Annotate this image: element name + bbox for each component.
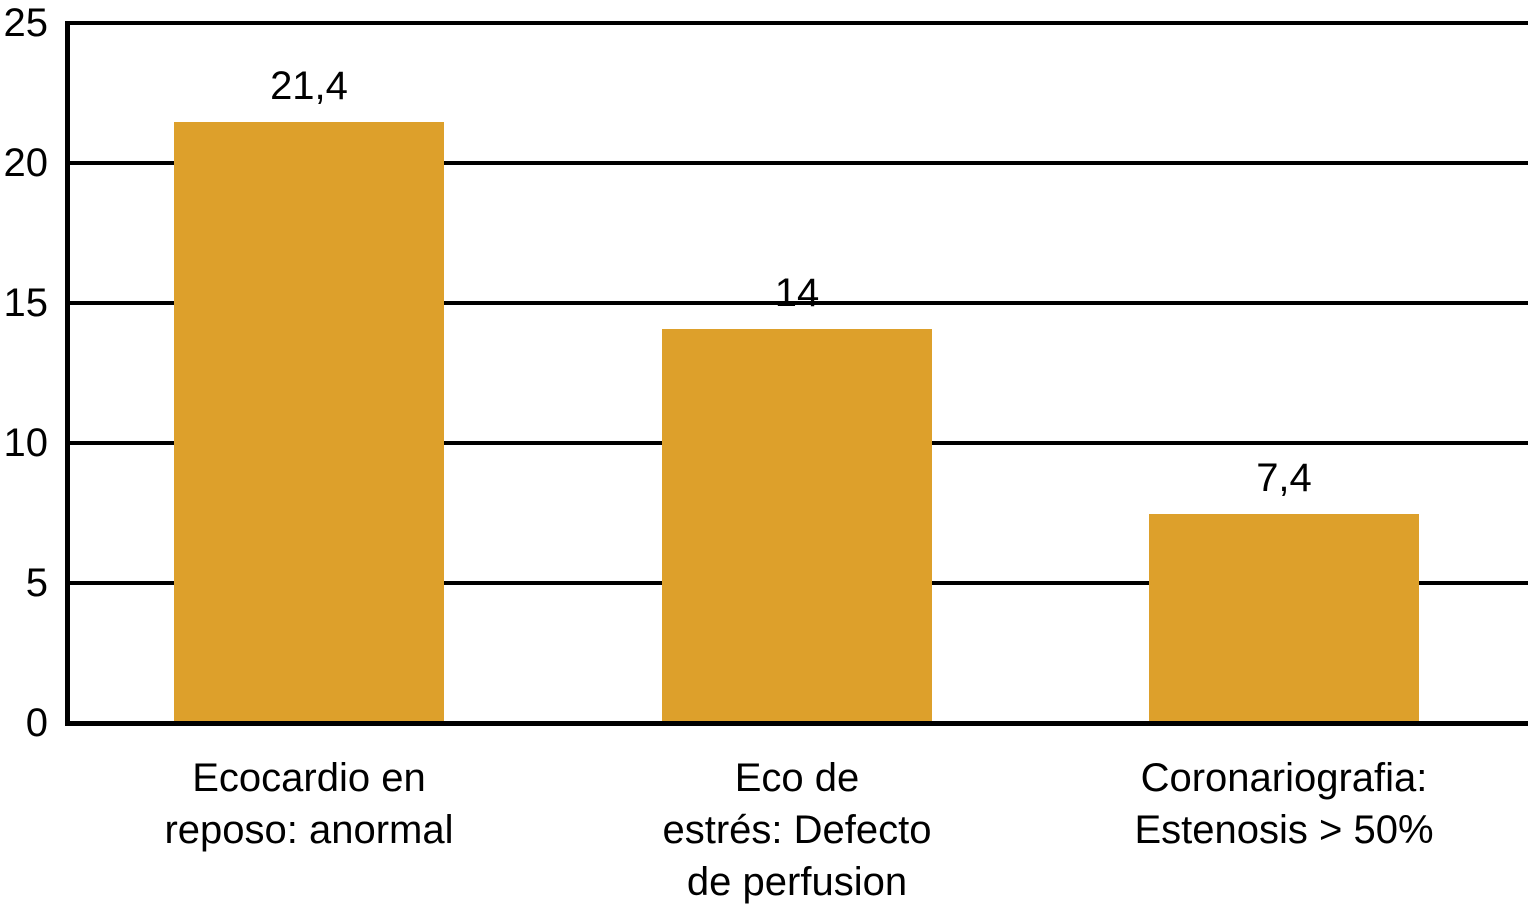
- x-category-label: Coronariografia: Estenosis > 50%: [1134, 756, 1434, 852]
- bar: [174, 122, 444, 721]
- gridline: [65, 161, 1528, 165]
- x-category-label: Eco de estrés: Defecto de perfusion: [662, 756, 932, 904]
- y-tick-label: 0: [25, 701, 48, 745]
- bar-value-label: 7,4: [1256, 456, 1312, 500]
- y-tick-label: 25: [3, 1, 49, 45]
- bar-value-label: 21,4: [270, 64, 348, 108]
- y-axis-line: [65, 21, 70, 726]
- bar: [1149, 514, 1419, 721]
- y-tick-label: 10: [3, 421, 49, 465]
- bar: [662, 329, 932, 721]
- y-tick-label: 15: [3, 281, 49, 325]
- gridline: [65, 301, 1528, 305]
- x-axis-line: [65, 721, 1528, 726]
- bar-value-label: 14: [774, 271, 820, 315]
- y-tick-label: 20: [3, 141, 49, 185]
- x-category-label: Ecocardio en reposo: anormal: [164, 756, 454, 852]
- y-tick-label: 5: [25, 561, 48, 605]
- gridline: [65, 21, 1528, 25]
